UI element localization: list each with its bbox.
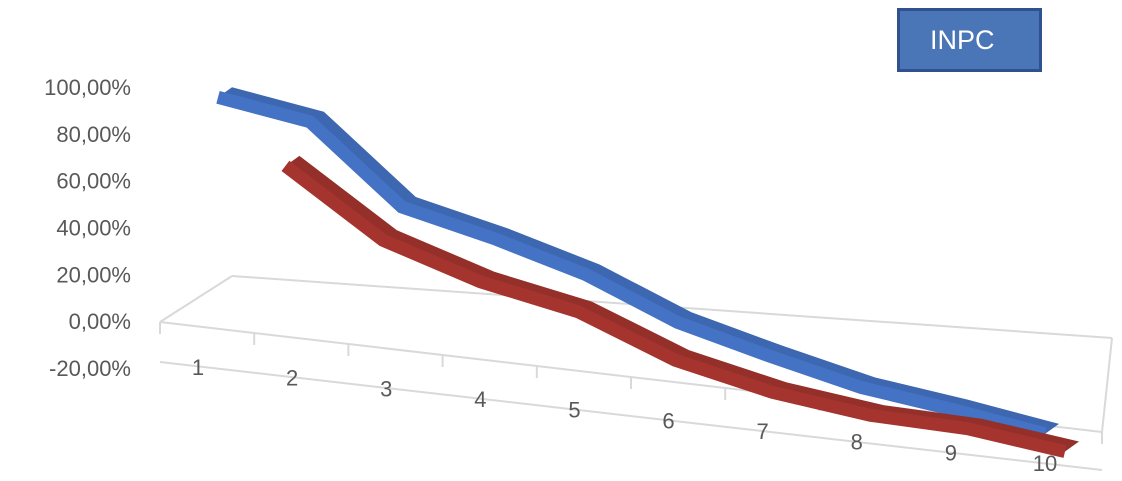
floor-right-edge [1101, 337, 1113, 433]
x-tick-label: 7 [757, 419, 769, 444]
y-tick-label: 80,00% [56, 122, 131, 147]
x-tick-label: 8 [851, 430, 863, 455]
legend-label: INPC [930, 24, 995, 55]
x-axis-line [159, 361, 1103, 471]
series-layer [216, 87, 1079, 458]
series-1-line [216, 87, 1059, 441]
x-tick-label: 4 [474, 387, 486, 412]
x-tick-label: 1 [192, 355, 204, 380]
series-1-stroke [216, 91, 1047, 441]
y-tick-label: 0,00% [69, 309, 131, 334]
y-tick-label: -20,00% [49, 356, 131, 381]
x-tick-label: 3 [380, 376, 392, 401]
x-tick-label: 2 [286, 366, 298, 391]
y-tick-label: 20,00% [56, 262, 131, 287]
y-axis: -20,00% 0,00% 20,00% 40,00% 60,00% 80,00% 100,… [44, 75, 131, 381]
y-tick-label: 60,00% [56, 169, 131, 194]
x-tick-label: 6 [662, 408, 674, 433]
floor-left-edge [159, 275, 233, 323]
series-2-line [281, 155, 1079, 458]
x-axis: 1 2 3 4 5 6 7 8 9 10 [192, 355, 1057, 476]
legend-box: INPC [897, 8, 1042, 72]
x-tick-label: 9 [945, 440, 957, 465]
y-tick-label: 40,00% [56, 216, 131, 241]
series-1-ribbon [218, 87, 1059, 434]
x-tick-label: 5 [568, 398, 580, 423]
y-tick-label: 100,00% [44, 75, 131, 100]
